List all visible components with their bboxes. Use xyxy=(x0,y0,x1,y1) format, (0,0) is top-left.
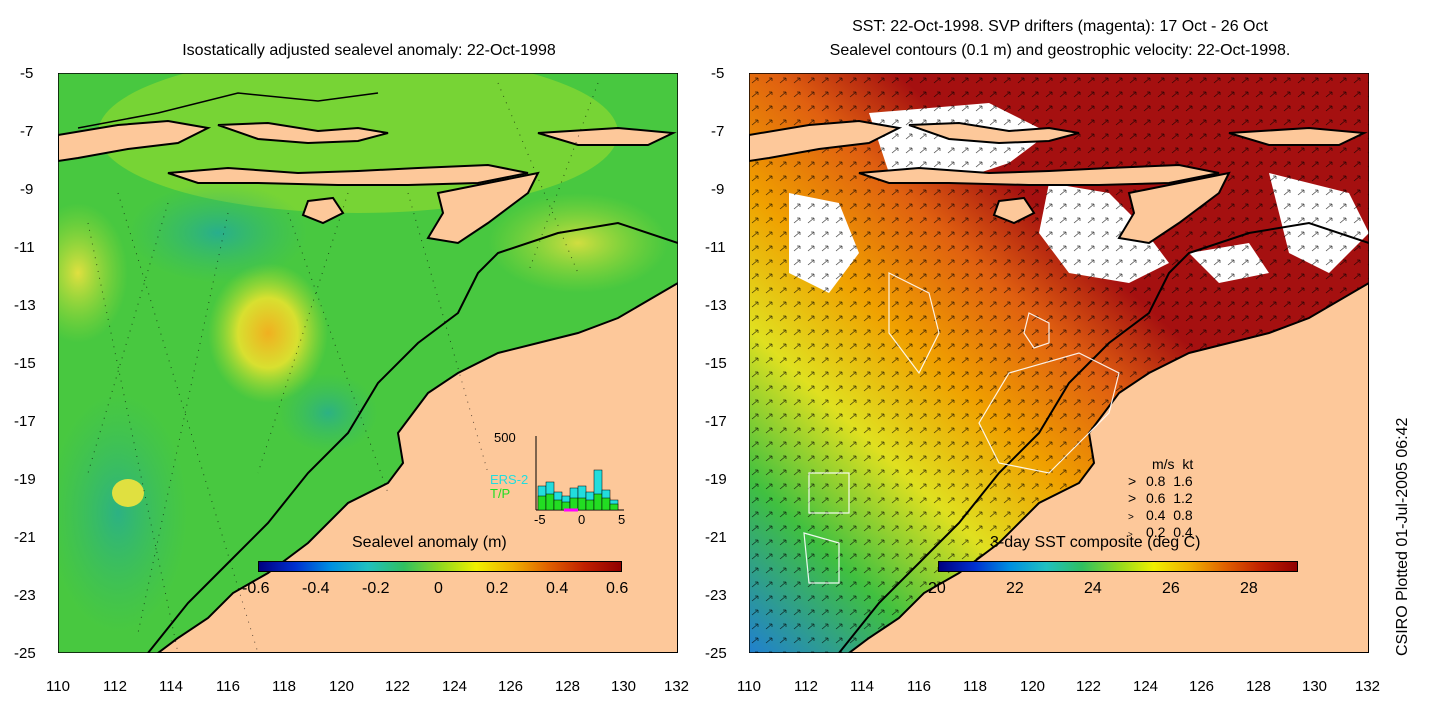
x-tick: 120 xyxy=(1020,678,1046,695)
y-tick: -13 xyxy=(705,297,727,314)
x-tick: 114 xyxy=(159,678,183,695)
x-tick: 118 xyxy=(963,678,987,695)
y-tick: -17 xyxy=(705,413,727,430)
cbar-tick: 28 xyxy=(1240,580,1258,597)
cbar-tick: -0.6 xyxy=(242,580,270,597)
velocity-key-header: m/s kt xyxy=(1152,456,1194,472)
y-tick: -19 xyxy=(14,471,36,488)
x-tick: 128 xyxy=(1246,678,1272,695)
x-tick: 126 xyxy=(1189,678,1215,695)
inset-x-tick: -5 xyxy=(534,512,546,527)
y-tick: -15 xyxy=(14,355,36,372)
x-tick: 110 xyxy=(737,678,761,695)
cbar-tick: -0.4 xyxy=(302,580,330,597)
cbar-tick: -0.2 xyxy=(362,580,390,597)
inset-legend-ers2: ERS-2 xyxy=(490,472,529,487)
right-panel-title-line2: Sealevel contours (0.1 m) and geostrophi… xyxy=(829,42,1291,59)
x-tick: 122 xyxy=(1076,678,1102,695)
y-tick: -23 xyxy=(705,587,727,604)
x-tick: 124 xyxy=(442,678,468,695)
y-tick: -7 xyxy=(20,123,34,140)
inset-legend-tp: T/P xyxy=(490,486,511,501)
x-tick: 114 xyxy=(850,678,874,695)
depth-contour xyxy=(147,221,678,653)
cbar-tick: 20 xyxy=(928,580,946,597)
depth-contour xyxy=(838,221,1369,653)
right-panel-title-line1: SST: 22-Oct-1998. SVP drifters (magenta)… xyxy=(852,18,1268,35)
y-tick: -25 xyxy=(705,645,727,662)
sealevel-contours xyxy=(803,272,1120,584)
right-colorbar-label: 3-day SST composite (deg C) xyxy=(990,534,1201,551)
y-tick: -9 xyxy=(20,181,34,198)
x-tick: 116 xyxy=(216,678,240,695)
x-tick: 118 xyxy=(272,678,296,695)
x-tick: 110 xyxy=(46,678,70,695)
inset-histogram: 500 ERS-2 T/P -5 0 5 xyxy=(490,428,635,528)
x-tick: 112 xyxy=(794,678,818,695)
x-tick: 126 xyxy=(498,678,524,695)
islands xyxy=(58,119,677,245)
y-tick: -19 xyxy=(705,471,727,488)
australia-landmass xyxy=(156,281,678,653)
credit-label: CSIRO Plotted 01-Jul-2005 06:42 xyxy=(1394,417,1411,656)
cbar-tick: 0.6 xyxy=(606,580,629,597)
y-tick: -11 xyxy=(705,239,726,256)
x-tick: 132 xyxy=(664,678,690,695)
right-map xyxy=(749,73,1369,653)
x-tick: 124 xyxy=(1133,678,1159,695)
inset-x-tick: 5 xyxy=(618,512,626,527)
cbar-tick: 26 xyxy=(1162,580,1180,597)
right-colorbar xyxy=(938,561,1298,572)
y-tick: -11 xyxy=(14,239,35,256)
x-tick: 130 xyxy=(611,678,637,695)
x-tick: 128 xyxy=(555,678,581,695)
inset-x-tick: 0 xyxy=(578,512,586,527)
x-tick: 130 xyxy=(1302,678,1328,695)
velocity-key-row: >0.2 0.4 xyxy=(1128,524,1193,540)
y-tick: -21 xyxy=(14,529,36,546)
islands xyxy=(749,119,1368,245)
y-tick: -5 xyxy=(20,65,34,82)
cbar-tick: 0.4 xyxy=(546,580,569,597)
y-tick: -13 xyxy=(14,297,36,314)
y-tick: -21 xyxy=(705,529,727,546)
velocity-key-row: >0.4 0.8 xyxy=(1128,507,1193,523)
x-tick: 116 xyxy=(907,678,931,695)
x-tick: 112 xyxy=(103,678,127,695)
velocity-key-row: >0.8 1.6 xyxy=(1128,473,1193,489)
left-colorbar xyxy=(258,561,622,572)
cbar-tick: 24 xyxy=(1084,580,1102,597)
y-tick: -25 xyxy=(14,645,36,662)
cbar-tick: 0 xyxy=(434,580,443,597)
x-tick: 120 xyxy=(329,678,355,695)
velocity-key-row: >0.6 1.2 xyxy=(1128,490,1193,506)
cbar-tick: 22 xyxy=(1006,580,1024,597)
left-colorbar-label: Sealevel anomaly (m) xyxy=(352,534,507,551)
y-tick: -23 xyxy=(14,587,36,604)
left-map xyxy=(58,73,678,653)
x-tick: 122 xyxy=(385,678,411,695)
inset-ymax-label: 500 xyxy=(494,430,516,445)
y-tick: -15 xyxy=(705,355,727,372)
left-panel-title: Isostatically adjusted sealevel anomaly:… xyxy=(182,42,556,59)
x-tick: 132 xyxy=(1355,678,1381,695)
y-tick: -9 xyxy=(711,181,725,198)
cbar-tick: 0.2 xyxy=(486,580,509,597)
y-tick: -17 xyxy=(14,413,36,430)
y-tick: -7 xyxy=(711,123,725,140)
y-tick: -5 xyxy=(711,65,725,82)
australia-landmass xyxy=(847,281,1369,653)
